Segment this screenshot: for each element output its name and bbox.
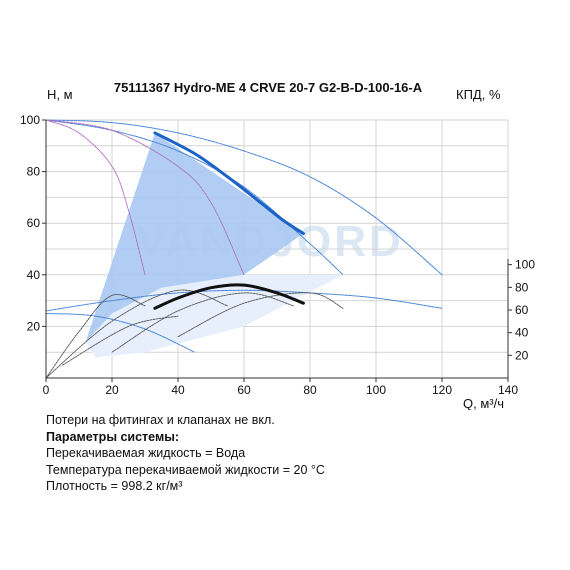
x-tick-label-7: 140: [498, 383, 518, 397]
x-axis-label: Q, м³/ч: [463, 396, 504, 410]
curve-head-speed-blue-1: [45, 119, 443, 276]
x-tick-label-3: 60: [237, 383, 251, 397]
curve-efficiency: [153, 283, 305, 310]
curve-purple-2: [45, 119, 245, 276]
x-tick-label-4: 80: [303, 383, 317, 397]
curve-gray-4: [177, 292, 344, 338]
curves: [45, 119, 443, 379]
curve-gray-2: [45, 289, 228, 379]
curve-gray-1: [45, 294, 146, 379]
tick-labels: 0 20 40 60 80 100 120 140 20 40 60 80 100 20 40 60 80 100: [20, 113, 535, 397]
note-system-params-heading: Параметры системы:: [46, 429, 180, 444]
y-tick-label-3: 80: [27, 165, 41, 179]
x-tick-label-6: 120: [432, 383, 452, 397]
note-density: Плотность = 998.2 кг/м³: [46, 479, 183, 493]
y-tick-label-1: 40: [27, 268, 41, 282]
x-tick-label-2: 40: [171, 383, 185, 397]
note-temperature: Температура перекачиваемой жидкости = 20…: [46, 462, 325, 477]
y-tick-label-2: 60: [27, 216, 41, 230]
x-tick-label-0: 0: [43, 383, 50, 397]
pump-performance-chart: 75111367 Hydro-ME 4 CRVE 20-7 G2-B-D-100…: [20, 80, 535, 410]
curve-head-speed-blue-2: [45, 119, 344, 276]
y2-tick-label-4: 100: [515, 258, 535, 272]
y-axis-label-left: H, м: [47, 87, 73, 102]
curve-gray-5: [62, 315, 179, 366]
curve-head-speed-blue-4: [45, 313, 195, 353]
curve-gray-3: [111, 292, 294, 353]
note-fluid: Перекачиваемая жидкость = Вода: [46, 446, 246, 460]
curve-purple-1: [45, 119, 146, 276]
curve-head-max-speed: [153, 131, 305, 235]
chart-title: 75111367 Hydro-ME 4 CRVE 20-7 G2-B-D-100…: [114, 80, 423, 95]
note-fittings: Потери на фитингах и клапанах не вкл.: [46, 413, 275, 427]
operating-range-area: [85, 132, 304, 342]
y-tick-label-4: 100: [20, 113, 40, 127]
x-tick-label-5: 100: [366, 383, 386, 397]
curve-head-speed-blue-3: [45, 289, 443, 312]
y2-tick-label-2: 60: [515, 303, 529, 317]
x-tick-label-1: 20: [105, 383, 119, 397]
y-tick-label-0: 20: [27, 319, 41, 333]
y2-tick-label-1: 40: [515, 326, 529, 340]
y-axis-label-right: КПД, %: [456, 87, 501, 102]
axes: [45, 120, 509, 379]
y2-tick-label-3: 80: [515, 280, 529, 294]
y2-tick-label-0: 20: [515, 348, 529, 362]
system-notes: Потери на фитингах и клапанах не вкл. Па…: [46, 412, 325, 495]
